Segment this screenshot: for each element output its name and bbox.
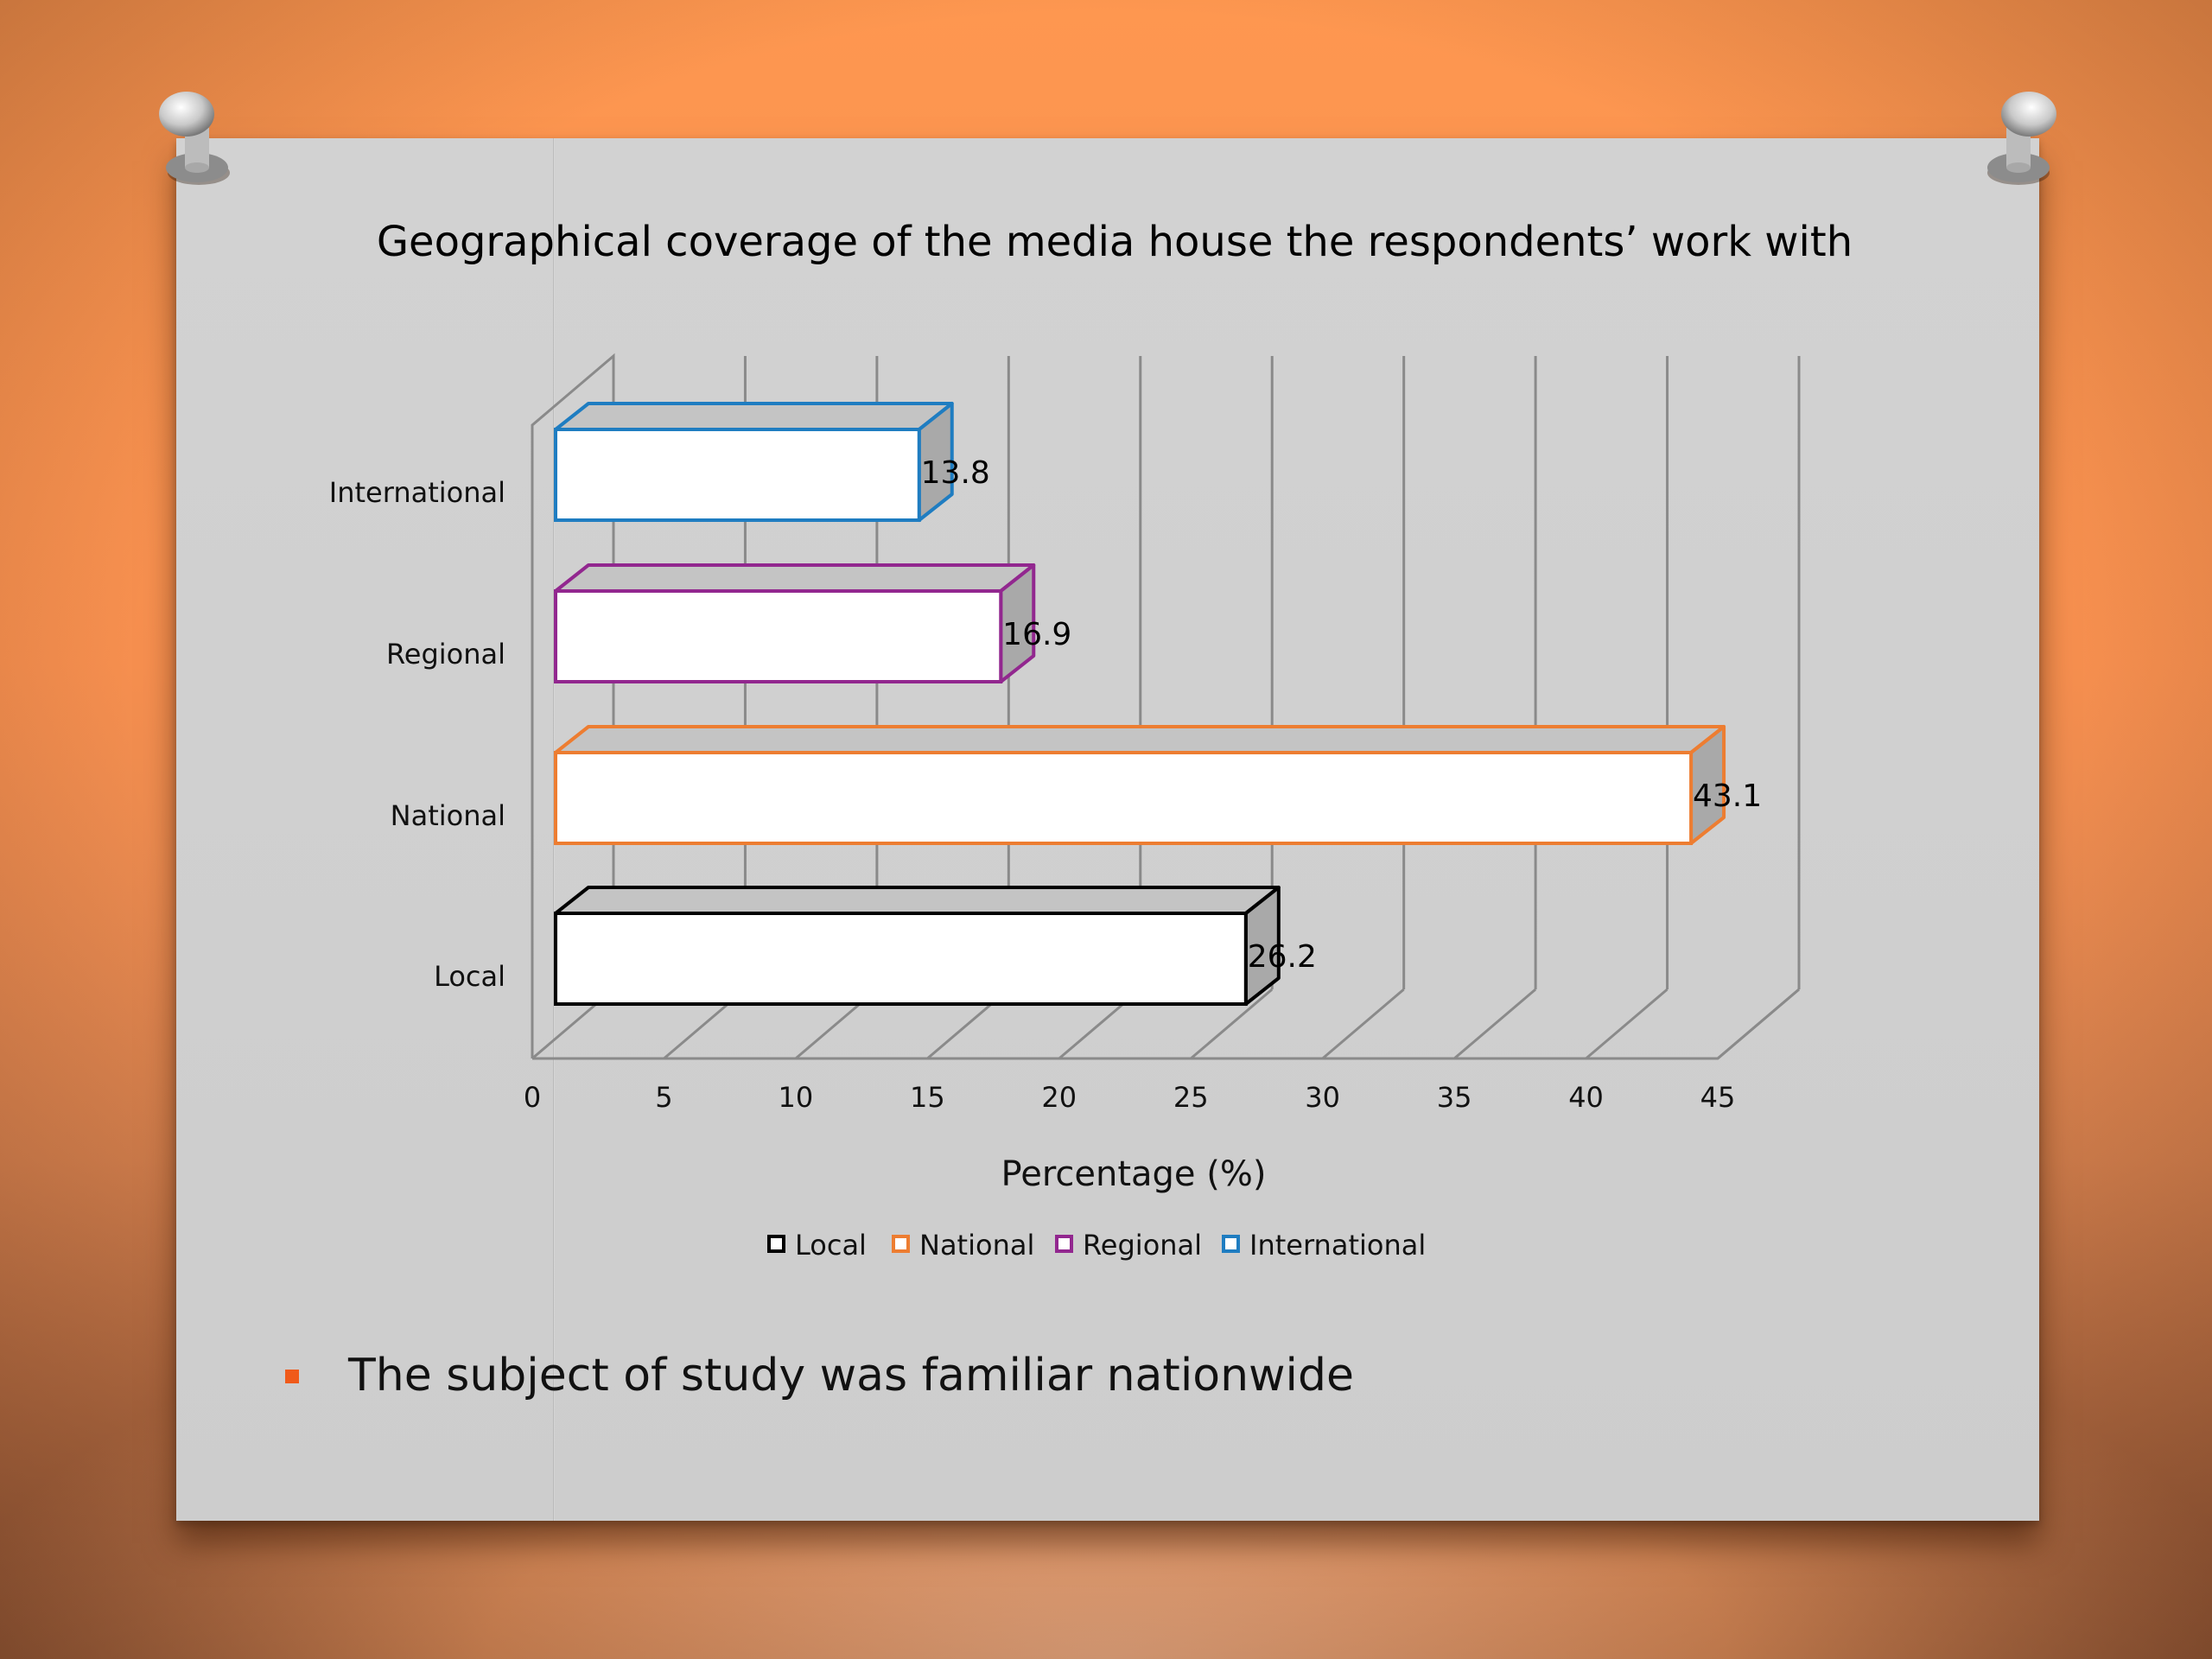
chart-title: Geographical coverage of the media house…: [377, 218, 1853, 266]
data-label-international: 13.8: [921, 455, 990, 491]
bars: [554, 402, 1726, 1006]
bar-national: [554, 725, 1726, 845]
x-tick-label: 15: [910, 1081, 945, 1114]
x-tick-label: 0: [524, 1081, 541, 1114]
data-label-regional: 16.9: [1002, 617, 1071, 652]
floor-gridline: [1585, 988, 1669, 1060]
floor-gridline: [1453, 988, 1537, 1060]
x-tick-label: 30: [1305, 1081, 1340, 1114]
bullet-marker: [285, 1370, 299, 1383]
data-labels: 26.2 43.1 16.9 13.8: [921, 455, 1762, 975]
x-tick-label: 40: [1568, 1081, 1604, 1114]
legend-item-national: National: [892, 1229, 1034, 1262]
legend-item-local: Local: [767, 1229, 867, 1262]
legend-label: National: [919, 1229, 1034, 1262]
data-label-local: 26.2: [1248, 939, 1317, 975]
legend-swatch: [1222, 1235, 1240, 1253]
data-label-national: 43.1: [1693, 779, 1762, 814]
bar-local: [554, 886, 1281, 1006]
category-axis: Local National Regional International: [329, 476, 505, 993]
board-fold-line: [553, 138, 555, 1521]
category-label-local: Local: [434, 960, 505, 993]
legend-swatch: [1055, 1235, 1073, 1253]
floor-gridline: [1190, 988, 1274, 1060]
floor-gridline: [1717, 988, 1800, 1060]
x-tick-label: 45: [1700, 1081, 1736, 1114]
legend-swatch: [767, 1235, 785, 1253]
legend: Local National Regional International: [767, 1229, 1426, 1262]
value-axis: 0 5 10 15 20 25 30 35 40 45: [524, 1081, 1736, 1114]
category-label-international: International: [329, 476, 505, 509]
bullet-text: The subject of study was familiar nation…: [348, 1350, 1355, 1402]
bar-international: [554, 402, 954, 522]
pushpin-left-icon: [159, 92, 230, 185]
legend-label: Regional: [1083, 1229, 1202, 1262]
category-label-regional: Regional: [386, 638, 505, 671]
x-tick-label: 25: [1173, 1081, 1209, 1114]
bar-regional: [554, 563, 1036, 683]
legend-label: International: [1249, 1229, 1426, 1262]
floor-gridline: [1321, 988, 1405, 1060]
x-tick-label: 5: [655, 1081, 672, 1114]
legend-swatch: [892, 1235, 910, 1253]
x-tick-label: 35: [1437, 1081, 1472, 1114]
pushpin-right-icon: [1987, 92, 2056, 185]
legend-label: Local: [795, 1229, 867, 1262]
category-label-national: National: [391, 799, 505, 832]
legend-item-regional: Regional: [1055, 1229, 1202, 1262]
legend-item-international: International: [1222, 1229, 1426, 1262]
x-tick-label: 20: [1041, 1081, 1077, 1114]
x-tick-label: 10: [779, 1081, 814, 1114]
x-axis-label: Percentage (%): [1001, 1154, 1267, 1194]
